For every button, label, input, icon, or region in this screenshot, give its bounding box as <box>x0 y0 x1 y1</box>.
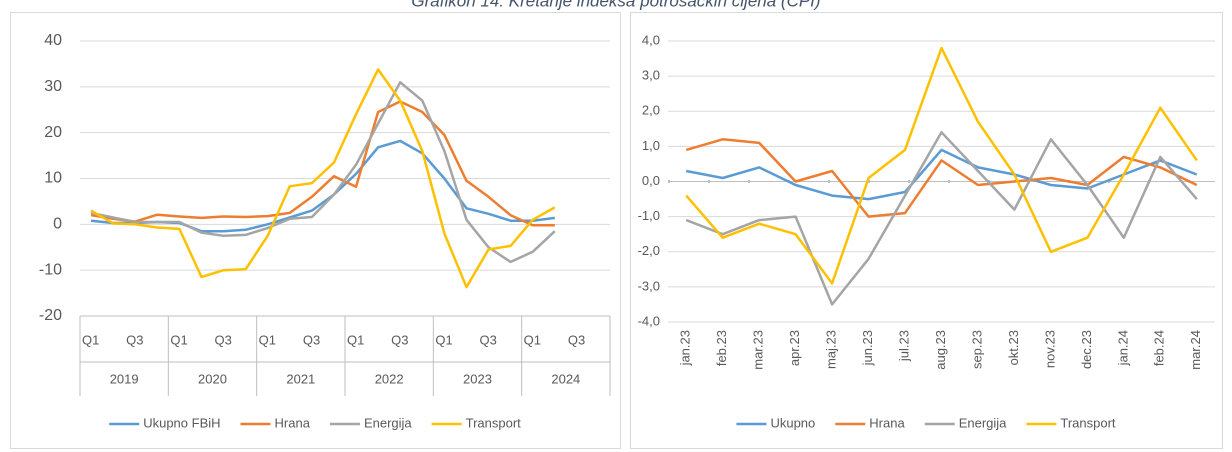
x-tick-label: Q3 <box>480 332 497 347</box>
legend-label: Transport <box>466 415 522 430</box>
legend-label: Hrana <box>869 415 905 430</box>
y-tick-label: 10 <box>44 170 62 187</box>
series-line <box>685 138 1198 218</box>
x-group-label: 2019 <box>110 371 139 386</box>
y-tick-label: 20 <box>44 124 62 141</box>
x-tick-label: apr.23 <box>787 330 802 366</box>
legend-label: Transport <box>1060 415 1116 430</box>
x-tick-label: jun.23 <box>860 330 875 366</box>
y-tick-label: -3,0 <box>638 278 660 293</box>
x-tick-label: sep.23 <box>969 330 984 369</box>
x-tick-label: Q3 <box>391 332 408 347</box>
series-line <box>685 148 1198 201</box>
y-tick-label: 0 <box>53 216 62 233</box>
x-tick-label: jan.23 <box>678 330 693 366</box>
series-line <box>90 81 556 264</box>
x-group-label: 2022 <box>375 371 404 386</box>
y-tick-label: -10 <box>39 261 62 278</box>
x-tick-label: Q3 <box>303 332 320 347</box>
y-tick-label: 1,0 <box>642 138 660 153</box>
x-group-label: 2024 <box>551 371 580 386</box>
x-tick-label: jan.24 <box>1115 330 1130 366</box>
y-tick-label: 30 <box>44 78 62 95</box>
x-tick-label: Q1 <box>435 332 452 347</box>
legend-label: Ukupno <box>770 415 815 430</box>
y-tick-label: -4,0 <box>638 313 660 328</box>
x-group-label: 2021 <box>286 371 315 386</box>
x-tick-label: Q1 <box>259 332 276 347</box>
x-tick-label: Q1 <box>82 332 99 347</box>
x-tick-label: Q3 <box>568 332 585 347</box>
x-tick-label: feb.23 <box>714 330 729 366</box>
y-tick-label: -2,0 <box>638 243 660 258</box>
x-tick-label: aug.23 <box>933 330 948 370</box>
y-tick-label: 3,0 <box>642 68 660 83</box>
figure-title: Grafikon 14: Kretanje indeksa potrošački… <box>411 0 820 10</box>
legend-label: Energija <box>364 415 412 430</box>
chart-frame <box>630 12 1223 449</box>
x-tick-label: okt.23 <box>1006 330 1021 365</box>
y-tick-label: -20 <box>39 307 62 324</box>
legend-label: Ukupno FBiH <box>143 415 220 430</box>
x-group-label: 2023 <box>463 371 492 386</box>
legend-label: Energija <box>959 415 1007 430</box>
x-tick-label: jul.23 <box>896 330 911 362</box>
series-line <box>685 131 1198 306</box>
x-tick-label: nov.23 <box>1042 330 1057 368</box>
x-tick-label: mar.23 <box>751 330 766 370</box>
x-tick-label: mar.24 <box>1188 330 1203 370</box>
x-tick-label: Q1 <box>347 332 364 347</box>
y-tick-label: 0,0 <box>642 173 660 188</box>
x-tick-label: Q3 <box>126 332 143 347</box>
x-group-label: 2020 <box>198 371 227 386</box>
y-tick-label: -1,0 <box>638 208 660 223</box>
series-line <box>685 46 1198 285</box>
x-tick-label: Q1 <box>170 332 187 347</box>
y-tick-label: 40 <box>44 32 62 49</box>
y-tick-label: 2,0 <box>642 103 660 118</box>
series-line <box>90 100 555 227</box>
chart-frame <box>10 12 621 449</box>
x-tick-label: maj.23 <box>824 330 839 369</box>
series-line <box>90 68 556 289</box>
x-tick-label: dec.23 <box>1079 330 1094 369</box>
y-tick-label: 4,0 <box>642 32 660 47</box>
x-tick-label: Q1 <box>524 332 541 347</box>
x-tick-label: feb.24 <box>1152 330 1167 366</box>
legend-label: Hrana <box>275 415 311 430</box>
x-tick-label: Q3 <box>215 332 232 347</box>
